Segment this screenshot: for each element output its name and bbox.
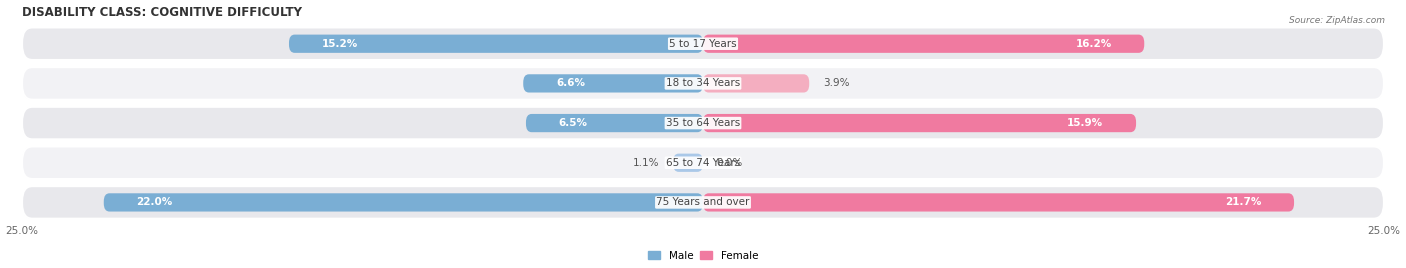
Text: 1.1%: 1.1% — [633, 158, 659, 168]
Text: 6.6%: 6.6% — [555, 79, 585, 88]
Text: 3.9%: 3.9% — [823, 79, 849, 88]
FancyBboxPatch shape — [104, 193, 703, 211]
Text: 15.2%: 15.2% — [322, 39, 359, 49]
Text: 18 to 34 Years: 18 to 34 Years — [666, 79, 740, 88]
FancyBboxPatch shape — [22, 107, 1384, 139]
FancyBboxPatch shape — [526, 114, 703, 132]
FancyBboxPatch shape — [523, 74, 703, 92]
Legend: Male, Female: Male, Female — [648, 251, 758, 261]
Text: 0.0%: 0.0% — [717, 158, 742, 168]
FancyBboxPatch shape — [22, 186, 1384, 219]
Text: DISABILITY CLASS: COGNITIVE DIFFICULTY: DISABILITY CLASS: COGNITIVE DIFFICULTY — [22, 6, 302, 18]
FancyBboxPatch shape — [673, 154, 703, 172]
FancyBboxPatch shape — [22, 27, 1384, 60]
Text: 21.7%: 21.7% — [1225, 198, 1261, 207]
FancyBboxPatch shape — [290, 35, 703, 53]
Text: 15.9%: 15.9% — [1067, 118, 1104, 128]
FancyBboxPatch shape — [703, 35, 1144, 53]
Text: 6.5%: 6.5% — [558, 118, 588, 128]
FancyBboxPatch shape — [22, 67, 1384, 100]
FancyBboxPatch shape — [22, 147, 1384, 179]
FancyBboxPatch shape — [703, 114, 1136, 132]
Text: 75 Years and over: 75 Years and over — [657, 198, 749, 207]
Text: 16.2%: 16.2% — [1076, 39, 1112, 49]
FancyBboxPatch shape — [703, 193, 1294, 211]
Text: 35 to 64 Years: 35 to 64 Years — [666, 118, 740, 128]
Text: 22.0%: 22.0% — [136, 198, 173, 207]
FancyBboxPatch shape — [703, 74, 810, 92]
Text: 5 to 17 Years: 5 to 17 Years — [669, 39, 737, 49]
Text: Source: ZipAtlas.com: Source: ZipAtlas.com — [1289, 16, 1385, 25]
Text: 65 to 74 Years: 65 to 74 Years — [666, 158, 740, 168]
